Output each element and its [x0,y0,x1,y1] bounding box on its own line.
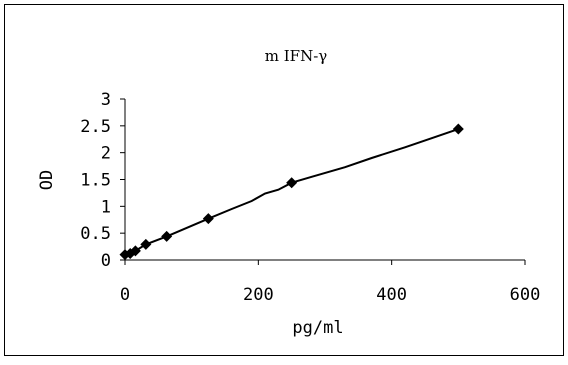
chart-title: m IFN-γ [265,47,328,65]
data-point-diamond [129,245,141,257]
x-tick-label: 0 [120,285,130,305]
x-tick-label: 200 [243,285,274,305]
y-tick-label: 1 [101,197,111,217]
y-tick-labels: 0 0.5 1 1.5 2 2.5 3 [80,90,111,271]
series-line [124,128,459,257]
x-tick-label: 400 [376,285,407,305]
y-tick-label: 2 [101,144,111,164]
y-axis-label: OD [37,170,57,190]
data-point-diamond [161,230,173,242]
y-tick-label: 0.5 [80,224,111,244]
plot-area [119,123,464,261]
y-tick-label: 0 [101,251,111,271]
chart-border [4,4,564,356]
data-point-diamond [202,213,214,225]
x-axis-label: pg/ml [292,318,343,338]
axes [120,98,526,265]
data-point-diamond [286,177,298,189]
data-point-diamond [452,123,464,135]
x-tick-labels: 0 200 400 600 [120,285,540,305]
y-tick-label: 3 [101,90,111,110]
data-point-diamond [140,238,152,250]
y-tick-label: 1.5 [80,171,111,191]
y-tick-label: 2.5 [80,117,111,137]
x-tick-label: 600 [510,285,541,305]
